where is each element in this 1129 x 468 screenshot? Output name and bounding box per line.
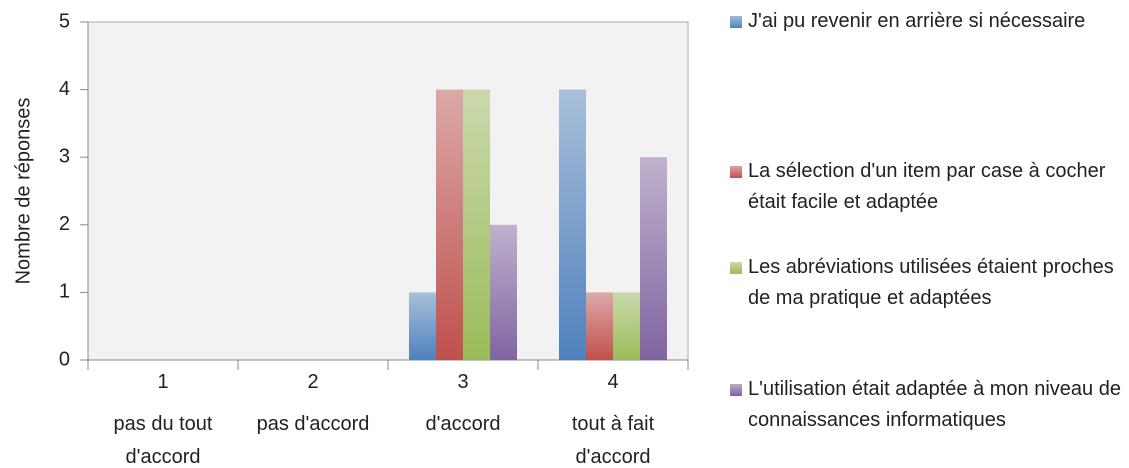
chart: Nombre de réponses 0 1 2 3 4 5 1 pas du tout d'a…: [12, 10, 689, 468]
x-tick-label-line: pas du tout: [114, 413, 213, 435]
legend-swatch: [730, 166, 742, 178]
x-tick-label-line: d'accord: [126, 446, 201, 468]
x-tick-label-line: d'accord: [426, 413, 501, 435]
legend-item: Les abréviations utilisées étaient proch…: [728, 252, 1123, 314]
legend-swatch: [730, 384, 742, 396]
legend-label: J'ai pu revenir en arrière si nécessaire: [748, 10, 1086, 32]
legend-swatch: [730, 262, 742, 274]
y-axis-label: Nombre de réponses: [12, 98, 34, 285]
legend-swatch: [730, 16, 742, 28]
x-tick-label: 2 pas d'accord: [257, 371, 370, 435]
x-tick-label-line: 1: [157, 371, 168, 393]
x-tick-label-line: 4: [607, 371, 618, 393]
bar: [640, 157, 667, 360]
x-tick-label-line: pas d'accord: [257, 413, 370, 435]
x-tick-label-line: 2: [307, 371, 318, 393]
y-tick-label: 1: [59, 281, 70, 303]
x-tick-label-line: tout à fait: [572, 413, 655, 435]
legend: J'ai pu revenir en arrière si nécessaire…: [728, 0, 1123, 468]
y-tick-label: 0: [59, 348, 70, 370]
bar: [586, 292, 613, 360]
bar: [463, 89, 490, 360]
bar: [559, 89, 586, 360]
y-tick-label: 4: [59, 78, 70, 100]
legend-label: L'utilisation était adaptée à mon niveau…: [748, 378, 1121, 431]
bar: [409, 292, 436, 360]
legend-label: La sélection d'un item par case à cocher…: [748, 160, 1106, 213]
x-tick-label: 3 d'accord: [426, 371, 501, 435]
x-tick-label: 1 pas du tout d'accord: [114, 371, 213, 468]
y-tick-label: 5: [59, 10, 70, 32]
y-tick-label: 2: [59, 213, 70, 235]
x-tick-label: 4 tout à fait d'accord: [572, 371, 655, 468]
legend-item: La sélection d'un item par case à cocher…: [728, 156, 1123, 218]
x-tick-label-line: 3: [457, 371, 468, 393]
bar: [613, 292, 640, 360]
legend-item: J'ai pu revenir en arrière si nécessaire: [728, 6, 1123, 37]
bar: [490, 224, 517, 360]
y-tick-label: 3: [59, 145, 70, 167]
x-tick-label-line: d'accord: [576, 446, 651, 468]
legend-item: L'utilisation était adaptée à mon niveau…: [728, 374, 1123, 436]
legend-label: Les abréviations utilisées étaient proch…: [748, 256, 1114, 309]
bar: [436, 89, 463, 360]
